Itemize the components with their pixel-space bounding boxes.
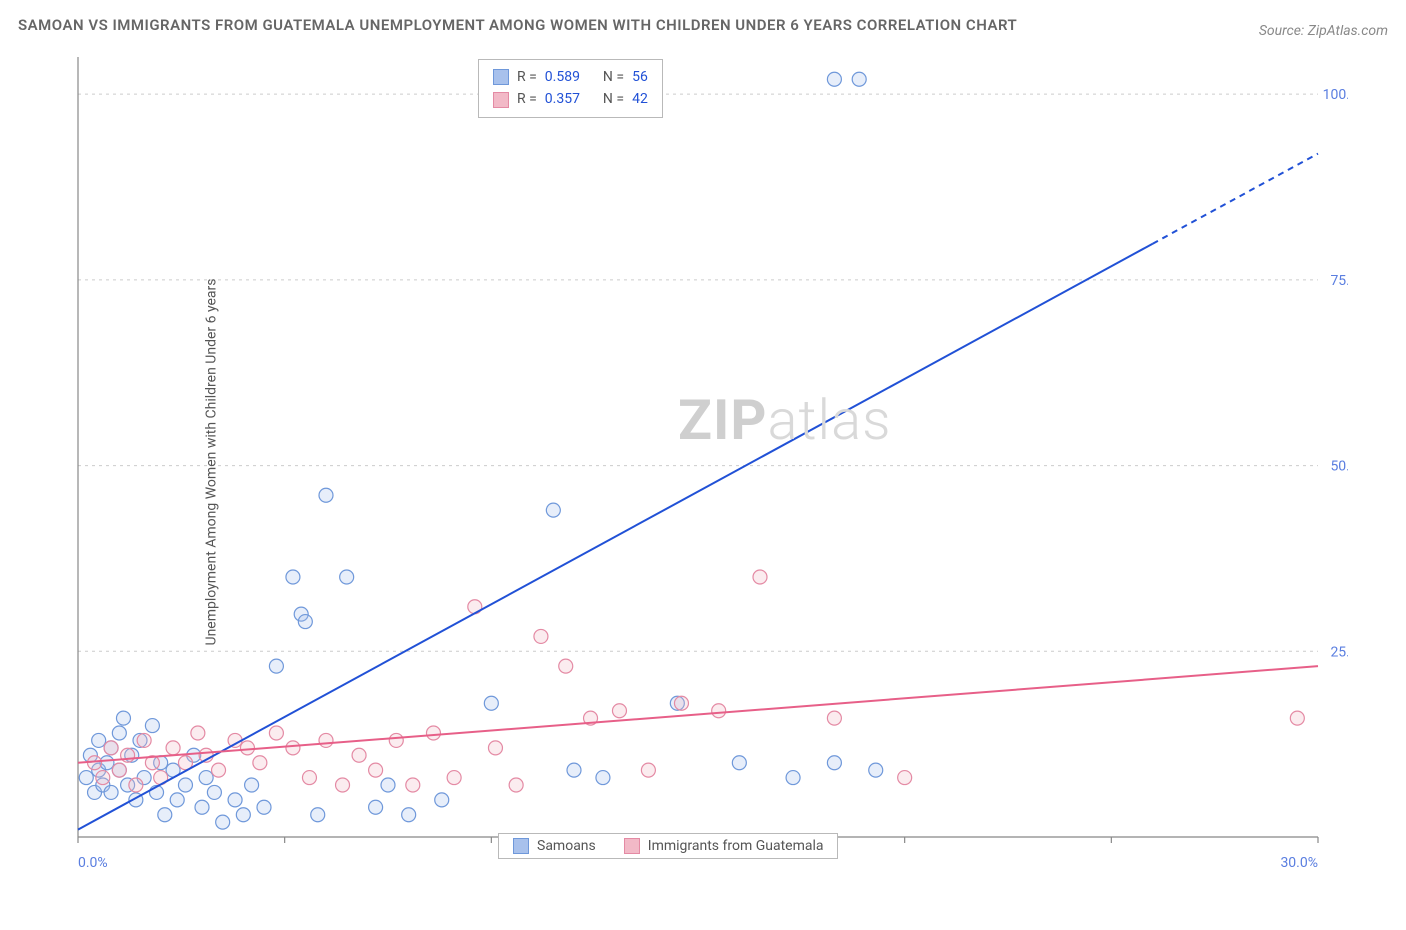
legend-swatch	[624, 838, 640, 854]
stat-n-label: N =	[603, 66, 624, 88]
chart-container: Unemployment Among Women with Children U…	[18, 47, 1388, 877]
legend-label: Immigrants from Guatemala	[648, 838, 824, 854]
legend-swatch	[493, 92, 509, 108]
legend-swatch	[513, 838, 529, 854]
svg-text:75.0%: 75.0%	[1330, 273, 1348, 289]
stat-r-value: 0.589	[545, 66, 580, 88]
stat-row: R = 0.589 N = 56	[493, 66, 648, 88]
stat-r-label: R =	[517, 66, 537, 88]
legend-item: Immigrants from Guatemala	[624, 838, 824, 854]
page-title: SAMOAN VS IMMIGRANTS FROM GUATEMALA UNEM…	[18, 12, 1017, 39]
legend-item: Samoans	[513, 838, 596, 854]
stat-n-value: 56	[632, 66, 648, 88]
y-axis-label: Unemployment Among Women with Children U…	[204, 278, 220, 645]
stat-n-label: N =	[603, 88, 624, 110]
legend-bottom: Samoans Immigrants from Guatemala	[498, 833, 838, 859]
source-label: Source: ZipAtlas.com	[1259, 23, 1388, 39]
legend-swatch	[493, 69, 509, 85]
svg-text:100.0%: 100.0%	[1323, 87, 1348, 103]
stat-row: R = 0.357 N = 42	[493, 88, 648, 110]
stat-r-value: 0.357	[545, 88, 580, 110]
legend-label: Samoans	[537, 838, 596, 854]
svg-text:0.0%: 0.0%	[78, 855, 108, 871]
stat-n-value: 42	[632, 88, 648, 110]
stat-r-label: R =	[517, 88, 537, 110]
svg-text:25.0%: 25.0%	[1330, 644, 1348, 660]
svg-text:50.0%: 50.0%	[1330, 459, 1348, 475]
correlation-stat-box: R = 0.589 N = 56R = 0.357 N = 42	[478, 59, 663, 118]
svg-text:30.0%: 30.0%	[1280, 855, 1318, 871]
